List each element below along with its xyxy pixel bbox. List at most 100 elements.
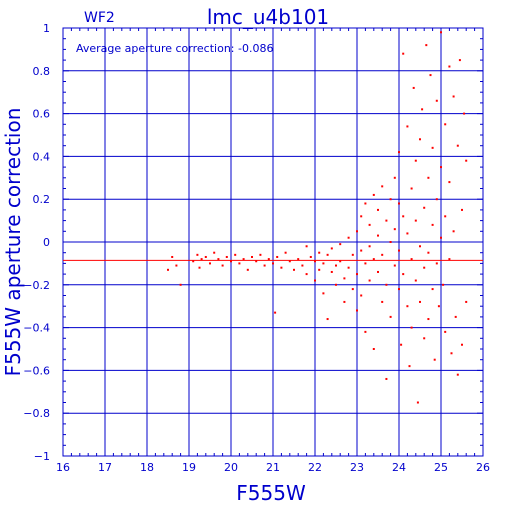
data-point bbox=[326, 253, 329, 256]
data-point bbox=[377, 270, 379, 273]
data-point bbox=[360, 215, 363, 218]
data-point bbox=[368, 245, 371, 248]
data-point bbox=[305, 273, 308, 276]
data-point bbox=[385, 283, 388, 286]
data-point bbox=[238, 262, 241, 265]
data-point bbox=[234, 253, 237, 256]
data-point bbox=[465, 300, 468, 303]
data-point bbox=[421, 108, 424, 111]
x-tick-label: 20 bbox=[224, 461, 238, 474]
data-point bbox=[360, 249, 363, 252]
data-point bbox=[322, 262, 325, 265]
data-point bbox=[444, 123, 447, 126]
data-point bbox=[385, 219, 388, 222]
data-point bbox=[381, 185, 384, 188]
data-point bbox=[433, 358, 436, 361]
data-point bbox=[408, 365, 411, 368]
data-point bbox=[343, 277, 346, 280]
data-point bbox=[330, 270, 333, 273]
data-point bbox=[456, 373, 459, 376]
data-point bbox=[167, 268, 169, 271]
data-point bbox=[288, 260, 291, 263]
data-point bbox=[381, 300, 384, 303]
data-point bbox=[314, 260, 316, 263]
y-tick-label: 0.4 bbox=[33, 150, 51, 163]
data-point bbox=[456, 144, 459, 147]
x-tick-label: 21 bbox=[266, 461, 280, 474]
data-point bbox=[402, 215, 405, 218]
data-point bbox=[398, 249, 400, 252]
data-point bbox=[339, 260, 342, 263]
data-point bbox=[454, 315, 457, 318]
axis-ticks bbox=[62, 27, 484, 457]
data-point bbox=[410, 187, 413, 190]
data-point bbox=[435, 99, 438, 102]
data-point bbox=[429, 74, 432, 77]
data-point bbox=[450, 352, 453, 355]
data-point bbox=[230, 260, 232, 263]
data-point bbox=[196, 253, 199, 256]
data-point bbox=[393, 228, 396, 231]
data-point bbox=[385, 377, 388, 380]
x-axis-label: F555W bbox=[236, 481, 306, 505]
data-point bbox=[431, 288, 434, 291]
data-point bbox=[263, 264, 266, 267]
y-tick-label: −0.2 bbox=[23, 279, 50, 292]
data-point bbox=[339, 243, 342, 246]
data-point bbox=[448, 258, 451, 261]
y-tick-label: −1 bbox=[34, 450, 50, 463]
data-point bbox=[198, 266, 201, 269]
data-point bbox=[272, 262, 274, 265]
data-point bbox=[448, 181, 451, 184]
data-point bbox=[347, 266, 350, 269]
data-point bbox=[225, 255, 228, 258]
y-tick-label: −0.6 bbox=[23, 364, 50, 377]
data-point bbox=[400, 343, 403, 346]
data-point bbox=[389, 315, 392, 318]
x-tick-label: 18 bbox=[140, 461, 154, 474]
data-point bbox=[431, 223, 434, 226]
data-point bbox=[314, 279, 316, 282]
data-point bbox=[368, 279, 371, 282]
data-point bbox=[221, 264, 224, 267]
y-tick-label: −0.4 bbox=[23, 322, 50, 335]
data-point bbox=[410, 326, 413, 329]
data-point bbox=[393, 264, 396, 267]
data-point bbox=[267, 258, 270, 261]
data-point bbox=[452, 95, 455, 98]
data-point bbox=[419, 300, 421, 303]
data-point bbox=[416, 401, 419, 404]
data-point bbox=[335, 264, 337, 267]
data-point bbox=[301, 264, 304, 267]
data-point bbox=[440, 166, 442, 169]
y-tick-label: 0.8 bbox=[33, 65, 51, 78]
y-tick-label: 1 bbox=[43, 22, 50, 35]
data-point bbox=[377, 208, 379, 211]
data-point bbox=[246, 268, 249, 271]
data-point bbox=[351, 288, 354, 291]
data-point bbox=[192, 260, 195, 263]
data-point bbox=[377, 234, 379, 237]
data-point bbox=[204, 255, 207, 258]
data-point bbox=[322, 292, 325, 295]
data-point bbox=[326, 318, 329, 321]
data-point bbox=[440, 31, 442, 34]
data-point bbox=[372, 258, 375, 261]
data-point bbox=[402, 273, 405, 276]
data-point bbox=[452, 230, 455, 233]
data-point bbox=[406, 125, 409, 128]
x-tick-label: 16 bbox=[56, 461, 70, 474]
data-point bbox=[179, 283, 182, 286]
x-tick-label: 19 bbox=[182, 461, 196, 474]
grid bbox=[63, 28, 483, 456]
data-point bbox=[461, 343, 463, 346]
data-point bbox=[414, 279, 417, 282]
data-point bbox=[305, 245, 308, 248]
data-point bbox=[398, 288, 400, 291]
data-point bbox=[293, 268, 295, 271]
data-point bbox=[200, 258, 203, 261]
y-axis-label: F555W aperture correction bbox=[1, 108, 25, 377]
data-point bbox=[360, 294, 363, 297]
x-tick-label: 25 bbox=[434, 461, 448, 474]
